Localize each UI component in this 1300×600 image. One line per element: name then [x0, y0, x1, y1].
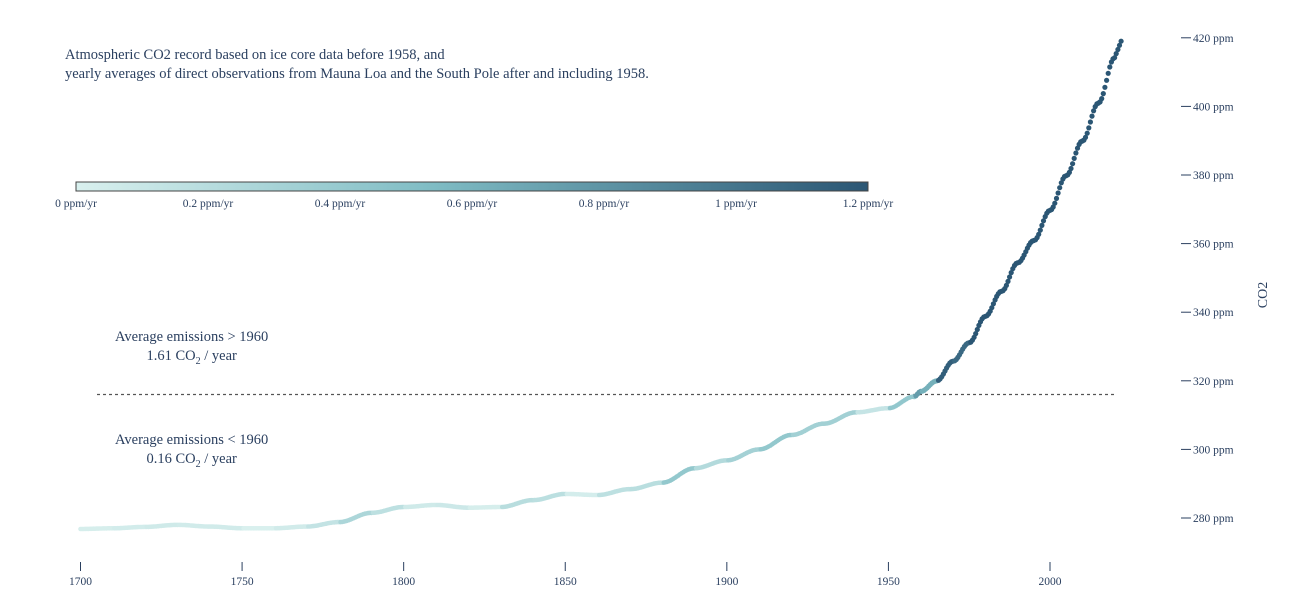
annotation-after-unit-suffix: / year	[200, 348, 237, 364]
data-point	[1113, 51, 1119, 57]
data-point	[1089, 113, 1095, 119]
annotation-before-value-line: 0.16 CO2 / year	[115, 450, 268, 474]
y-tick-label: 340 ppm	[1193, 307, 1234, 319]
data-point	[1039, 222, 1045, 228]
data-point	[1115, 46, 1121, 53]
data-point	[1007, 274, 1013, 280]
colorbar: 0 ppm/yr 0.2 ppm/yr 0.4 ppm/yr 0.6 ppm/yr 0.…	[55, 181, 894, 210]
data-point	[1084, 130, 1090, 136]
data-point	[1102, 84, 1108, 90]
y-tick-label: 300 ppm	[1193, 444, 1234, 456]
data-point	[1073, 150, 1079, 156]
data-point	[974, 326, 980, 333]
data-point	[1037, 227, 1043, 233]
annotation-after-value: 1.61	[146, 348, 172, 364]
annotation-after-1960: Average emissions > 1960 1.61 CO2 / year	[115, 328, 268, 371]
y-axis: 280 ppm 300 ppm 320 ppm 340 ppm 360 ppm 380 p…	[1181, 33, 1234, 525]
colorbar-tick-label: 0.2 ppm/yr	[183, 198, 234, 210]
x-tick-label: 1700	[69, 576, 92, 588]
data-point	[1087, 119, 1093, 125]
y-axis-label: CO2	[1256, 282, 1271, 308]
x-tick-label: 1950	[877, 576, 900, 588]
data-point	[1118, 38, 1124, 44]
colorbar-tick-label: 1.2 ppm/yr	[843, 198, 894, 210]
data-point	[1086, 125, 1092, 131]
colorbar-tick-label: 0 ppm/yr	[55, 198, 97, 210]
data-point	[1070, 161, 1076, 167]
y-tick-label: 380 ppm	[1193, 170, 1234, 182]
annotation-after-subscript: 2	[195, 355, 201, 367]
data-point	[1003, 282, 1010, 288]
colorbar-tick-label: 0.4 ppm/yr	[315, 198, 366, 210]
y-tick-label: 320 ppm	[1193, 376, 1234, 388]
caption-line-2: yearly averages of direct observations f…	[65, 66, 649, 82]
data-point	[1052, 200, 1058, 206]
colorbar-tick-label: 0.8 ppm/yr	[579, 198, 630, 210]
data-point	[1105, 70, 1111, 76]
data-point	[1082, 134, 1089, 140]
data-point	[1104, 77, 1110, 83]
x-tick-label: 1850	[554, 576, 577, 588]
data-point	[973, 331, 979, 337]
data-point	[1107, 64, 1113, 70]
annotation-before-unit-suffix: / year	[200, 451, 237, 467]
annotation-after-unit: CO	[175, 348, 196, 364]
y-tick-label: 420 ppm	[1193, 33, 1234, 45]
x-tick-label: 2000	[1039, 576, 1062, 588]
annotation-before-value: 0.16	[146, 451, 172, 467]
data-point	[1036, 231, 1042, 237]
data-point	[1008, 270, 1014, 276]
data-point	[1055, 190, 1061, 196]
data-point	[1068, 165, 1074, 172]
data-point	[989, 305, 995, 311]
data-point	[1100, 91, 1106, 97]
annotation-before-subscript: 2	[195, 458, 201, 470]
chart-caption: Atmospheric CO2 record based on ice core…	[65, 46, 649, 84]
data-point	[1071, 155, 1077, 161]
y-tick-label: 400 ppm	[1193, 101, 1234, 113]
colorbar-tick-label: 1 ppm/yr	[715, 198, 757, 210]
annotation-before-unit: CO	[175, 451, 196, 467]
data-point	[990, 301, 997, 307]
x-axis: 1700 1750 1800 1850 1900 1950 2000	[69, 562, 1062, 588]
data-point	[1099, 96, 1105, 102]
colorbar-tick-label: 0.6 ppm/yr	[447, 198, 498, 210]
colorbar-bar	[75, 181, 869, 192]
x-tick-label: 1800	[392, 576, 415, 588]
data-point	[1053, 195, 1060, 201]
co2-series	[78, 38, 1124, 532]
y-tick-label: 280 ppm	[1193, 513, 1234, 525]
x-tick-label: 1750	[231, 576, 254, 588]
y-tick-label: 360 ppm	[1193, 239, 1234, 251]
data-point	[1116, 42, 1123, 48]
x-tick-label: 1900	[715, 576, 738, 588]
data-point	[1091, 108, 1097, 114]
annotation-after-label: Average emissions > 1960	[115, 329, 269, 345]
data-point	[1057, 185, 1063, 191]
caption-line-1: Atmospheric CO2 record based on ice core…	[65, 47, 445, 63]
data-point	[1005, 278, 1011, 284]
annotation-after-value-line: 1.61 CO2 / year	[115, 347, 268, 371]
data-point	[1112, 55, 1118, 61]
annotation-before-label: Average emissions < 1960	[115, 432, 269, 448]
annotation-before-1960: Average emissions < 1960 0.16 CO2 / year	[115, 431, 268, 474]
data-point	[1040, 218, 1047, 224]
data-point	[1066, 169, 1072, 175]
